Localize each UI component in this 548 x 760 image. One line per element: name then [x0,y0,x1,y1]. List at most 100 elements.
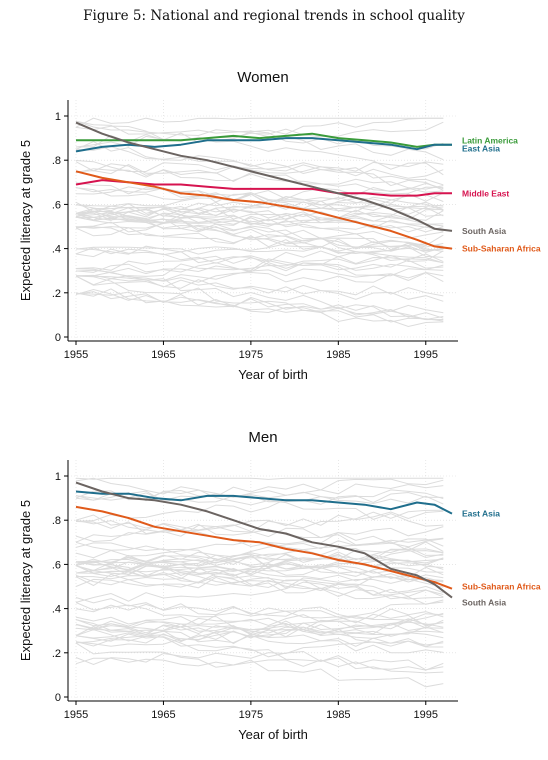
country-line [75,574,444,594]
country-line [75,510,444,543]
country-line [75,537,444,566]
country-line [75,478,444,502]
country-line [75,125,444,176]
country-line [75,657,444,671]
country-line [75,161,444,193]
country-lines [75,477,444,688]
x-tick-label: 1965 [151,709,175,721]
series-label-middle-east: Middle East [462,188,509,198]
country-line [75,633,444,671]
country-line [75,182,444,213]
y-tick-label: .2 [52,288,61,300]
country-line [75,554,444,570]
country-line [75,247,444,279]
country-line [75,601,444,629]
country-line [75,210,444,229]
country-line [75,557,444,580]
series-line-south-asia [75,121,453,232]
series-line-sub-saharan-africa [75,170,453,250]
x-tick-label: 1975 [239,709,263,721]
country-line [75,624,444,654]
x-tick-label: 1985 [326,709,350,721]
series-line-south-asia [75,481,453,599]
series-line-middle-east [75,179,452,197]
country-line [75,203,444,233]
y-tick-label: .4 [52,604,61,616]
country-line [75,146,444,186]
country-line [75,117,444,128]
country-line [75,576,444,603]
country-line [75,210,444,239]
country-line [75,288,444,314]
country-line [75,248,444,271]
country-line [75,268,444,321]
country-line [75,210,444,251]
country-line [75,616,444,630]
women-chart: Women 0 .2 .4 .6 .8 1 1955 1965 1975 1985 1995 Year … [18,69,541,382]
country-line [75,477,444,527]
x-tick-label: 1965 [151,349,175,361]
x-tick-label: 1955 [64,709,88,721]
series-label-sub-saharan-africa: Sub-Saharan Africa [462,582,541,592]
x-tick-label: 1995 [414,709,438,721]
country-line [75,561,444,605]
country-line [75,212,444,248]
country-line [75,192,444,214]
country-line [75,288,444,328]
x-tick-label: 1995 [414,349,438,361]
y-axis-label: Expected literacy at grade 5 [18,140,33,301]
country-line [75,271,444,283]
men-chart: Men 0 .2 .4 .6 .8 1 1955 1965 1975 1985 1995 Year of… [18,429,541,742]
country-line [75,247,444,271]
country-line [75,291,444,319]
series-label-latin-america: Latin America [462,136,518,146]
series-line-sub-saharan-africa [75,505,453,590]
country-line [75,234,444,255]
country-line [75,642,444,688]
series-line-east-asia [75,490,453,515]
series-label-east-asia: East Asia [462,509,500,519]
country-line [75,140,444,191]
y-tick-label: .8 [52,155,61,167]
y-tick-label: .6 [52,559,61,571]
country-line [75,538,444,574]
panel-title: Men [248,429,277,446]
x-tick-label: 1955 [64,349,88,361]
country-line [75,186,444,218]
country-line [75,226,444,264]
series-label-sub-saharan-africa: Sub-Saharan Africa [462,244,541,254]
country-line [75,597,444,627]
y-tick-label: 0 [55,692,61,704]
country-line [75,612,444,644]
country-line [75,161,444,175]
series-line-latin-america [76,132,452,148]
y-tick-label: .8 [52,515,61,527]
country-line [75,186,444,211]
country-line [75,541,444,582]
country-line [75,120,444,150]
country-line [75,227,444,258]
country-line [75,275,444,302]
x-axis-label: Year of birth [238,727,308,742]
x-tick-label: 1975 [239,349,263,361]
y-tick-label: .6 [52,199,61,211]
country-line [75,576,444,589]
y-axis-label: Expected literacy at grade 5 [18,500,33,661]
country-lines [75,117,444,328]
country-line [75,291,444,321]
y-tick-label: .4 [52,244,61,256]
country-line [75,264,444,286]
series-label-south-asia: South Asia [462,598,506,608]
country-line [75,519,444,547]
y-tick-label: 1 [55,471,61,483]
x-axis-label: Year of birth [238,367,308,382]
x-tick-label: 1985 [326,349,350,361]
y-tick-label: 0 [55,332,61,344]
series-label-east-asia: East Asia [462,144,500,154]
country-line [75,613,444,631]
country-line [75,561,444,578]
country-line [75,619,444,637]
country-line [75,622,444,647]
country-line [75,623,444,636]
country-line [75,210,444,230]
